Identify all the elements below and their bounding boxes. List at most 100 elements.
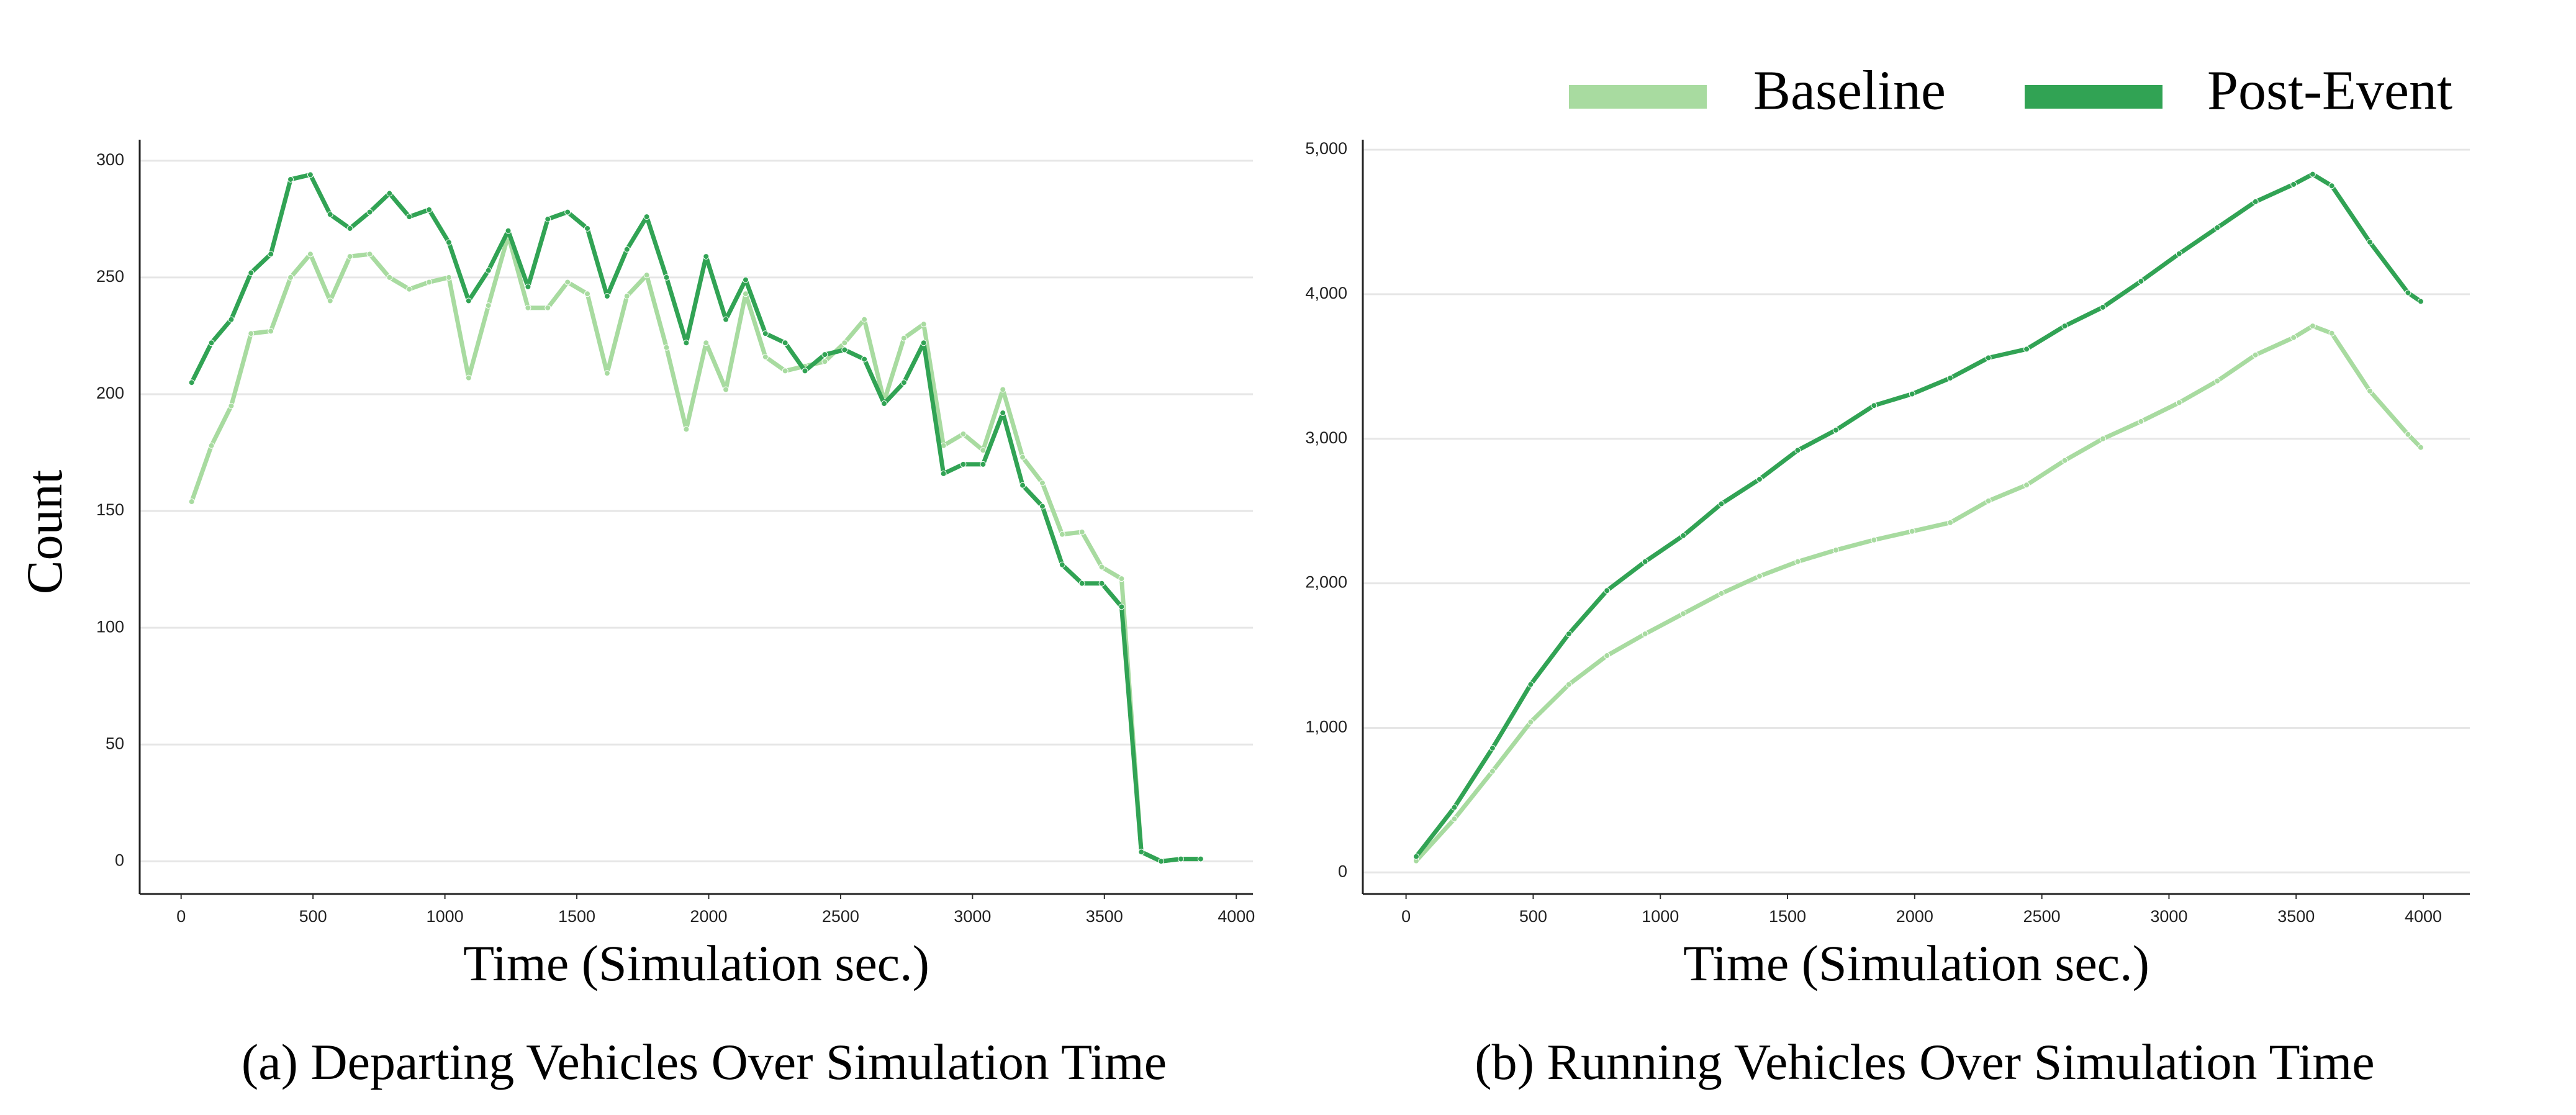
point [802, 368, 808, 374]
legend-swatch [2025, 85, 2162, 109]
point [1909, 390, 1915, 397]
point [881, 400, 888, 407]
point [564, 279, 571, 286]
y-tick-label: 0 [115, 851, 124, 869]
point [1756, 476, 1763, 482]
point [386, 190, 393, 197]
y-axis-label: Count [16, 470, 73, 595]
point [287, 274, 294, 281]
point [208, 442, 215, 449]
point [2367, 239, 2374, 246]
point [920, 321, 927, 328]
point [1794, 447, 1801, 454]
point [1680, 532, 1687, 539]
point [1039, 479, 1046, 486]
point [2176, 250, 2182, 257]
x-tick-label: 3500 [1086, 907, 1123, 926]
x-tick-label: 3000 [2150, 907, 2187, 926]
point [485, 267, 492, 274]
point [465, 297, 472, 304]
x-tick-label: 2500 [822, 907, 859, 926]
point [2023, 346, 2030, 353]
point [980, 461, 987, 467]
point [643, 272, 650, 279]
point [327, 297, 333, 304]
point [1909, 528, 1915, 535]
point [960, 461, 967, 467]
point [1718, 500, 1725, 507]
point [445, 274, 452, 281]
point [406, 214, 413, 220]
point [287, 176, 294, 183]
point [2405, 289, 2411, 296]
point [2099, 304, 2106, 310]
point [703, 253, 710, 260]
point [841, 340, 848, 346]
y-tick-label: 2,000 [1305, 573, 1347, 592]
point [1985, 497, 1992, 504]
point [485, 302, 492, 309]
point [1756, 572, 1763, 579]
point [1078, 580, 1085, 587]
point [1642, 558, 1648, 565]
point [2138, 418, 2144, 425]
point [366, 251, 373, 258]
point [821, 351, 828, 358]
point [2367, 387, 2374, 394]
point [2417, 444, 2424, 451]
point [268, 251, 274, 258]
point [1871, 402, 1878, 409]
point [900, 335, 907, 341]
point [445, 239, 452, 246]
point [2290, 334, 2297, 341]
caption: (a) Departing Vehicles Over Simulation T… [242, 1034, 1167, 1090]
point [2061, 323, 2068, 330]
x-tick-label: 4000 [2405, 907, 2442, 926]
y-tick-label: 4,000 [1305, 284, 1347, 302]
point [1565, 681, 1572, 688]
point [525, 304, 531, 311]
point [2405, 431, 2411, 438]
point [1059, 531, 1065, 538]
point [1832, 547, 1839, 554]
x-axis-label: Time (Simulation sec.) [463, 935, 929, 991]
point [900, 379, 907, 386]
point [545, 304, 551, 311]
point [643, 214, 650, 220]
point [723, 386, 730, 393]
point [1078, 528, 1085, 535]
point [188, 499, 195, 505]
point [1489, 745, 1496, 752]
y-tick-label: 5,000 [1305, 139, 1347, 158]
point [2328, 330, 2335, 336]
point [2214, 224, 2221, 231]
x-tick-label: 2500 [2023, 907, 2061, 926]
x-tick-label: 1500 [558, 907, 595, 926]
x-tick-label: 1000 [1642, 907, 1679, 926]
point [980, 447, 987, 454]
point [683, 426, 690, 433]
x-tick-label: 0 [1401, 907, 1411, 926]
point [603, 370, 610, 377]
point [2099, 435, 2106, 442]
point [1642, 631, 1648, 638]
point [742, 276, 749, 283]
series-line [189, 233, 1201, 864]
point [1451, 804, 1458, 811]
point [1947, 374, 1954, 381]
point [386, 274, 393, 281]
y-tick-label: 50 [106, 734, 124, 752]
point [228, 402, 235, 409]
series-line [1414, 172, 2422, 858]
point [821, 358, 828, 365]
point [564, 209, 571, 215]
point [663, 344, 670, 351]
point [584, 291, 591, 297]
x-tick-label: 3000 [954, 907, 991, 926]
point [663, 274, 670, 281]
point [505, 227, 512, 234]
point [346, 225, 353, 232]
point [465, 374, 472, 381]
point [307, 171, 314, 178]
point [2061, 457, 2068, 464]
